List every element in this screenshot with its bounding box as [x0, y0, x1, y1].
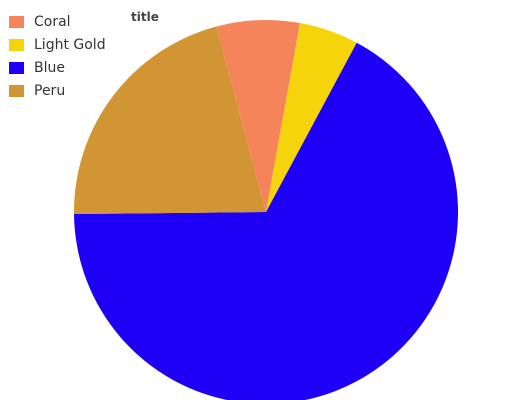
legend-label: Coral	[34, 13, 71, 30]
legend-swatch	[9, 61, 24, 74]
legend-item-blue: Blue	[9, 56, 106, 79]
chart-title: title	[131, 10, 159, 24]
legend: Coral Light Gold Blue Peru	[9, 10, 106, 102]
legend-item-coral: Coral	[9, 10, 106, 33]
legend-swatch	[9, 38, 24, 51]
legend-swatch	[9, 84, 24, 97]
legend-swatch	[9, 15, 24, 28]
legend-label: Peru	[34, 82, 66, 99]
legend-label: Light Gold	[34, 36, 106, 53]
pie-slice-blue	[74, 42, 458, 400]
legend-item-peru: Peru	[9, 79, 106, 102]
pie-slice-peru	[74, 26, 267, 215]
pie-slice-coral	[216, 20, 301, 212]
legend-label: Blue	[34, 59, 65, 76]
legend-item-light-gold: Light Gold	[9, 33, 106, 56]
pie-slice-light-gold	[266, 23, 357, 213]
